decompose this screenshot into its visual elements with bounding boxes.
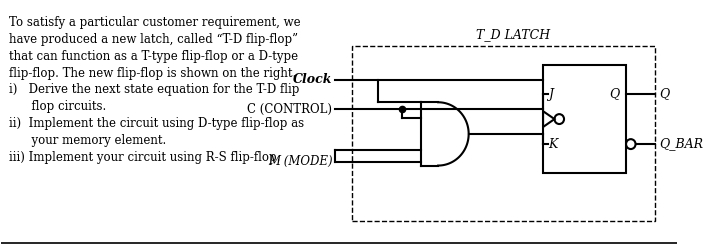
Text: have produced a new latch, called “T-D flip-flop”: have produced a new latch, called “T-D f… <box>9 33 298 46</box>
Text: i)   Derive the next state equation for the T-D flip: i) Derive the next state equation for th… <box>9 83 299 97</box>
Text: Q_BAR: Q_BAR <box>659 138 703 151</box>
Text: Clock: Clock <box>293 73 332 86</box>
Text: T_D LATCH: T_D LATCH <box>476 28 550 41</box>
Text: ii)  Implement the circuit using D-type flip-flop as: ii) Implement the circuit using D-type f… <box>9 117 304 130</box>
Bar <box>543 65 626 173</box>
Text: iii) Implement your circuit using R-S flip-flop.: iii) Implement your circuit using R-S fl… <box>9 151 280 164</box>
Text: To satisfy a particular customer requirement, we: To satisfy a particular customer require… <box>9 16 301 29</box>
Text: Q: Q <box>609 87 620 101</box>
Text: M (MODE): M (MODE) <box>268 155 332 168</box>
Text: flop circuits.: flop circuits. <box>9 100 106 113</box>
Text: K: K <box>548 138 557 151</box>
Text: your memory element.: your memory element. <box>9 134 166 147</box>
Text: C (CONTROL): C (CONTROL) <box>247 103 332 116</box>
Text: J: J <box>548 87 553 101</box>
Text: that can function as a T-type flip-flop or a D-type: that can function as a T-type flip-flop … <box>9 50 298 63</box>
Bar <box>353 46 655 221</box>
Text: flip-flop. The new flip-flop is shown on the right.: flip-flop. The new flip-flop is shown on… <box>9 67 296 80</box>
Text: Q: Q <box>659 87 670 101</box>
